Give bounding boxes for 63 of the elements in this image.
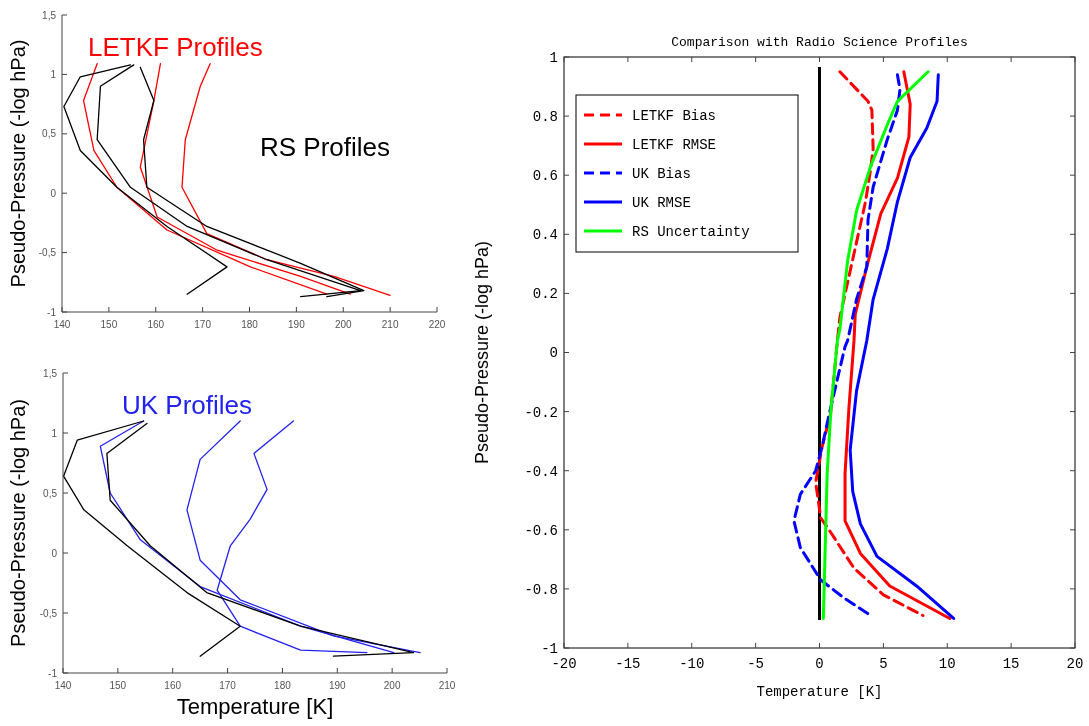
x-axis-title: Temperature [K] bbox=[756, 684, 883, 700]
x-tick-label: 20 bbox=[1066, 656, 1084, 672]
y-tick-label: 0.2 bbox=[532, 286, 558, 303]
y-tick-label: 1 bbox=[51, 427, 58, 439]
x-tick-label: 150 bbox=[109, 680, 127, 691]
x-tick-label: 180 bbox=[241, 319, 259, 330]
y-tick-label: -0.8 bbox=[524, 581, 558, 598]
legend-label: RS Uncertainty bbox=[632, 223, 750, 240]
y-tick-label: -0.4 bbox=[524, 463, 558, 480]
y-tick-label: -0.2 bbox=[524, 404, 558, 421]
x-tick-label: -20 bbox=[551, 656, 577, 672]
x-tick-label: 140 bbox=[54, 680, 72, 691]
y-tick-label: 0.6 bbox=[532, 168, 558, 185]
x-tick-label: 180 bbox=[274, 680, 292, 691]
y-axis-title: Pseudo-Pressure (-log hPa) bbox=[7, 39, 29, 288]
x-tick-label: 10 bbox=[938, 656, 956, 672]
y-tick-label: 1,5 bbox=[42, 9, 57, 21]
chart-title: Comparison with Radio Science Profiles bbox=[671, 35, 968, 50]
y-axis-title: Pseudo-Pressure (-log hPa) bbox=[472, 240, 492, 465]
x-tick-label: 0 bbox=[815, 656, 824, 672]
y-tick-label: -1 bbox=[48, 667, 58, 679]
x-tick-label: -5 bbox=[747, 656, 765, 672]
y-tick-label: 0,5 bbox=[42, 128, 57, 140]
y-tick-label: 0,5 bbox=[43, 487, 58, 499]
x-tick-label: 200 bbox=[334, 319, 353, 330]
y-tick-label: -0,5 bbox=[39, 607, 58, 619]
y-tick-label: -1 bbox=[47, 306, 57, 318]
x-tick-label: -10 bbox=[679, 656, 705, 672]
x-tick-label: 200 bbox=[383, 680, 401, 691]
series-label: LETKF Profiles bbox=[88, 32, 263, 62]
x-tick-label: 160 bbox=[147, 319, 165, 330]
y-tick-label: 0 bbox=[50, 187, 57, 199]
x-tick-label: 190 bbox=[288, 319, 306, 330]
y-tick-label: -0,5 bbox=[38, 247, 57, 259]
x-tick-label: 5 bbox=[879, 656, 888, 672]
x-tick-label: -15 bbox=[615, 656, 641, 672]
y-tick-label: 0.4 bbox=[532, 227, 558, 244]
x-axis-title: Temperature [K] bbox=[176, 694, 334, 719]
y-tick-label: 1,5 bbox=[43, 367, 58, 379]
y-tick-label: 0.8 bbox=[532, 109, 558, 125]
x-tick-label: 170 bbox=[194, 319, 212, 330]
legend-label: UK RMSE bbox=[632, 194, 691, 211]
legend-label: LETKF RMSE bbox=[632, 136, 717, 153]
text: RS Profiles bbox=[260, 132, 391, 162]
y-axis-title: Pseudo-Pressure (-log hPa) bbox=[7, 399, 29, 647]
x-tick-label: 170 bbox=[219, 680, 237, 691]
x-tick-label: 210 bbox=[381, 319, 399, 330]
x-tick-label: 140 bbox=[53, 319, 71, 330]
x-tick-label: 220 bbox=[428, 319, 446, 330]
legend-label: UK Bias bbox=[632, 165, 691, 182]
series-label: UK Profiles bbox=[122, 390, 253, 420]
y-tick-label: 1 bbox=[50, 68, 57, 80]
y-tick-label: -1 bbox=[541, 640, 558, 657]
legend-label: LETKF Bias bbox=[632, 107, 717, 124]
y-tick-label: -0.6 bbox=[524, 522, 558, 539]
y-tick-label: 1 bbox=[549, 49, 558, 66]
x-tick-label: 15 bbox=[1002, 656, 1020, 672]
x-tick-label: 210 bbox=[438, 680, 456, 691]
x-tick-label: 150 bbox=[100, 319, 118, 330]
y-tick-label: 0 bbox=[51, 547, 58, 559]
x-tick-label: 160 bbox=[164, 680, 182, 691]
y-tick-label: 0 bbox=[549, 345, 558, 362]
x-tick-label: 190 bbox=[328, 680, 347, 691]
